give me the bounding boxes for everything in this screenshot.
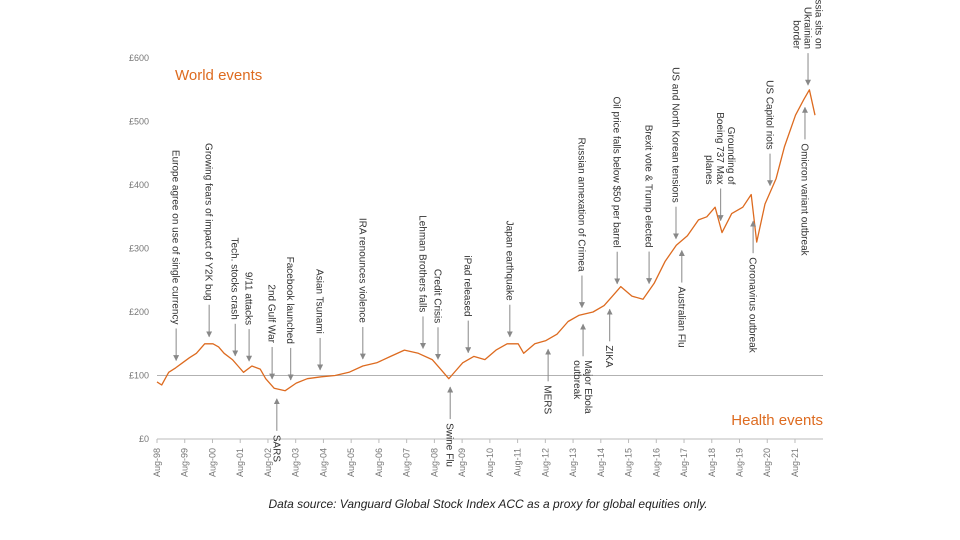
x-tick-label: Aug-01 xyxy=(235,448,245,477)
y-tick-label: £500 xyxy=(129,117,149,127)
x-tick-label: Aug-06 xyxy=(374,448,384,477)
caption: Data source: Vanguard Global Stock Index… xyxy=(268,497,707,511)
world-events-label: World events xyxy=(175,67,262,84)
x-tick-label: Aug-18 xyxy=(707,448,717,477)
event-label: IRA renounces violence xyxy=(356,218,367,324)
y-tick-label: £0 xyxy=(139,434,149,444)
x-tick-label: Aug-13 xyxy=(568,448,578,477)
y-tick-label: £200 xyxy=(129,307,149,317)
event-label: Ukrainian xyxy=(802,7,813,49)
event-label: US and North Korean tensions xyxy=(669,67,680,203)
event-label: MERS xyxy=(542,385,553,414)
x-tick-label: Aug-07 xyxy=(402,448,412,477)
x-tick-label: Aug-98 xyxy=(152,448,162,477)
event-label: Japan earthquake xyxy=(503,221,514,302)
event-label: Brexit vote & Trump elected xyxy=(643,125,654,248)
y-tick-label: £600 xyxy=(129,53,149,63)
y-tick-label: £400 xyxy=(129,180,149,190)
event-label: Russian annexation of Crimea xyxy=(575,138,586,272)
event-label: Major Ebola xyxy=(582,360,593,414)
event-label: 2nd Gulf War xyxy=(266,284,277,343)
x-tick-label: Aug-16 xyxy=(651,448,661,477)
event-label: 9/11 attacks xyxy=(243,272,254,325)
event-label: planes xyxy=(703,155,714,184)
event-label: Growing fears of impact of Y2K bug xyxy=(203,143,214,301)
event-label: border xyxy=(791,20,802,50)
x-tick-label: Aug-02 xyxy=(263,448,273,477)
x-tick-label: Aug-10 xyxy=(485,448,495,477)
x-tick-label: Aug-05 xyxy=(346,448,356,477)
x-tick-label: Aug-20 xyxy=(762,448,772,477)
x-tick-label: Aug-17 xyxy=(679,448,689,477)
x-tick-label: Aug-08 xyxy=(429,448,439,477)
event-label: Lehman Brothers falls xyxy=(417,215,428,312)
event-label: Facebook launched xyxy=(284,257,295,344)
event-label: Tech. stocks crash xyxy=(229,238,240,320)
x-tick-label: Aug-03 xyxy=(291,448,301,477)
x-tick-label: Aug-21 xyxy=(790,448,800,477)
event-label: outbreak xyxy=(571,360,582,400)
event-label: Grounding of xyxy=(725,127,736,185)
x-tick-label: Aug-09 xyxy=(457,448,467,477)
event-label: Russia sits on xyxy=(813,0,824,49)
x-tick-label: Aug-12 xyxy=(540,448,550,477)
event-label: ZIKA xyxy=(603,345,614,368)
event-label: SARS xyxy=(270,435,281,463)
event-label: Swine Flu xyxy=(444,423,455,467)
x-tick-label: Aug-11 xyxy=(513,448,523,476)
x-tick-label: Aug-00 xyxy=(207,448,217,477)
event-label: Coronavirus outbreak xyxy=(747,257,758,354)
x-tick-label: Aug-99 xyxy=(180,448,190,477)
y-tick-label: £100 xyxy=(129,371,149,381)
y-tick-label: £300 xyxy=(129,244,149,254)
x-tick-label: Aug-15 xyxy=(624,448,634,477)
event-label: Asian Tsunami xyxy=(314,269,325,334)
x-tick-label: Aug-14 xyxy=(596,448,606,477)
event-label: Boeing 737 Max xyxy=(714,112,725,184)
event-label: Omicron variant outbreak xyxy=(798,143,809,256)
x-tick-label: Aug-04 xyxy=(318,448,328,477)
event-label: iPad released xyxy=(462,255,473,316)
event-label: US Capitol riots xyxy=(764,80,775,149)
event-label: Australian Flu xyxy=(675,287,686,348)
health-events-label: Health events xyxy=(731,412,823,429)
event-label: Europe agree on use of single currency xyxy=(170,150,181,325)
event-label: Oil price falls below $50 per barrel xyxy=(611,97,622,248)
x-tick-label: Aug-19 xyxy=(735,448,745,477)
event-label: Credit Crisis xyxy=(431,269,442,323)
